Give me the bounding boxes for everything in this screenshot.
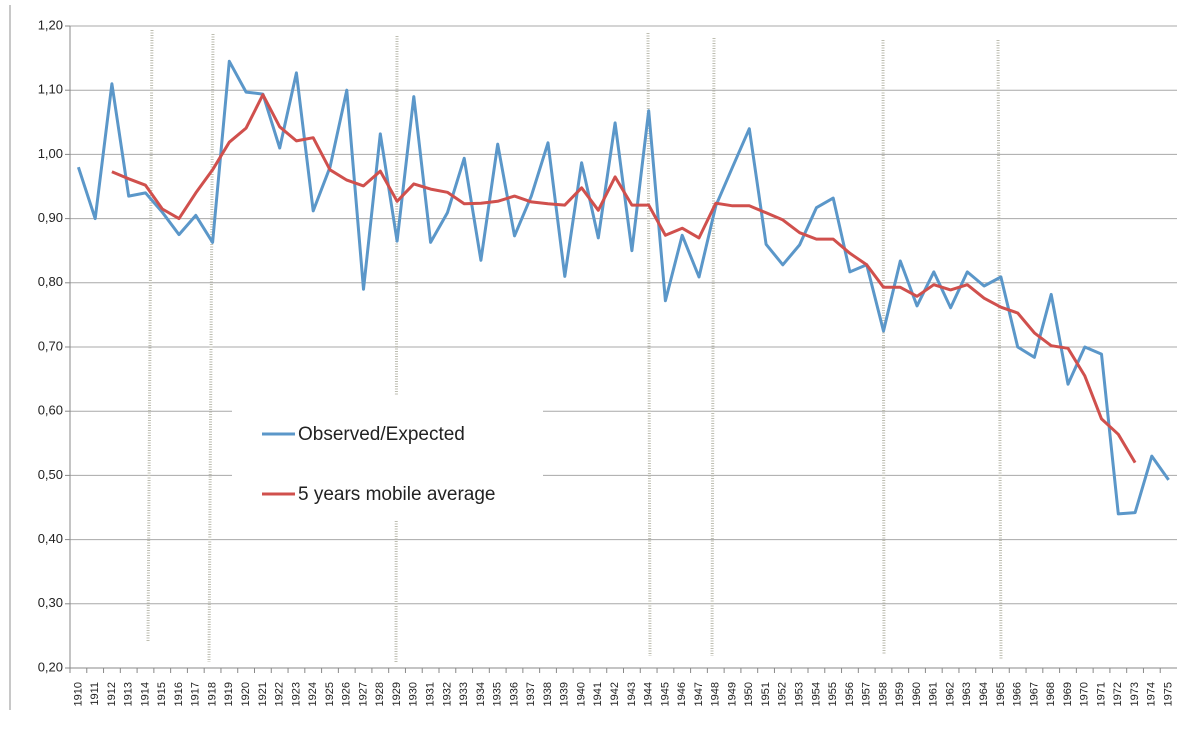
x-tick-label: 1944 [643,682,655,706]
x-tick-label: 1931 [425,682,437,706]
x-tick-label: 1946 [676,682,688,706]
x-tick-label: 1947 [693,682,705,706]
x-tick-label: 1955 [827,682,839,706]
x-tick-label: 1928 [374,682,386,706]
x-tick-label: 1929 [391,682,403,706]
y-tick-label: 0,40 [38,531,63,546]
x-tick-label: 1922 [274,682,286,706]
x-tick-label: 1912 [106,682,118,706]
event-marker [207,33,215,663]
event-marker [394,35,399,663]
y-tick-label: 1,20 [38,17,63,32]
x-tick-label: 1974 [1146,682,1158,706]
x-tick-label: 1932 [441,682,453,706]
x-tick-label: 1938 [542,682,554,706]
legend-label: Observed/Expected [298,424,465,445]
x-tick-label: 1950 [743,682,755,706]
x-tick-label: 1942 [609,682,621,706]
x-tick-label: 1921 [257,682,269,706]
x-tick-label: 1914 [139,682,151,706]
legend-box [232,396,543,521]
y-tick-label: 0,20 [38,659,63,674]
x-tick-label: 1916 [173,682,185,706]
x-tick-label: 1968 [1045,682,1057,706]
x-tick-label: 1935 [492,682,504,706]
event-marker [710,37,716,657]
x-tick-label: 1967 [1028,682,1040,706]
x-tick-label: 1941 [592,682,604,706]
y-tick-label: 0,30 [38,595,63,610]
series-line [111,93,1137,464]
event-marker [996,39,1003,661]
x-tick-label: 1970 [1079,682,1091,706]
x-tick-label: 1960 [911,682,923,706]
x-tick-label: 1933 [458,682,470,706]
x-tick-label: 1918 [206,682,218,706]
x-tick-label: 1952 [777,682,789,706]
x-tick-label: 1949 [726,682,738,706]
x-tick-label: 1959 [894,682,906,706]
x-tick-label: 1937 [525,682,537,706]
x-tick-label: 1964 [978,682,990,706]
x-tick-label: 1966 [1012,682,1024,706]
y-tick-label: 1,10 [38,82,63,97]
x-tick-label: 1957 [861,682,873,706]
x-tick-label: 1925 [324,682,336,706]
x-tick-label: 1961 [928,682,940,706]
y-tick-label: 0,70 [38,338,63,353]
y-tick-label: 0,80 [38,274,63,289]
grid: 0,20 0,30 0,40 0,50 0,60 0,70 0,80 0,90 1,00 1,10… [38,17,1177,706]
x-tick-label: 1939 [559,682,571,706]
x-tick-label: 1926 [341,682,353,706]
series-line [76,59,1170,516]
x-tick-label: 1913 [123,682,135,706]
x-tick-label: 1965 [995,682,1007,706]
x-tick-label: 1943 [626,682,638,706]
event-markers [146,29,1003,663]
x-tick-label: 1958 [877,682,889,706]
y-tick-label: 0,60 [38,403,63,418]
x-tick-label: 1934 [475,682,487,706]
x-tick-label: 1930 [408,682,420,706]
x-tick-label: 1954 [810,682,822,706]
x-tick-label: 1975 [1163,682,1175,706]
plot: Observed/Expected 5 years mobile average [76,59,1170,516]
x-tick-label: 1972 [1112,682,1124,706]
x-tick-label: 1923 [290,682,302,706]
legend-label: 5 years mobile average [298,484,496,505]
x-tick-label: 1917 [190,682,202,706]
x-tick-label: 1920 [240,682,252,706]
x-tick-label: 1936 [508,682,520,706]
x-tick-label: 1915 [156,682,168,706]
x-tick-label: 1911 [89,682,101,706]
x-tick-label: 1948 [710,682,722,706]
x-tick-label: 1963 [961,682,973,706]
event-marker [146,29,154,643]
y-tick-label: 0,90 [38,210,63,225]
x-tick-label: 1969 [1062,682,1074,706]
x-tick-label: 1910 [72,682,84,706]
x-tick-label: 1924 [307,682,319,706]
x-tick-label: 1945 [659,682,671,706]
x-tick-label: 1919 [223,682,235,706]
y-tick-label: 0,50 [38,467,63,482]
x-tick-label: 1973 [1129,682,1141,706]
x-tick-label: 1951 [760,682,772,706]
x-tick-label: 1962 [944,682,956,706]
x-tick-label: 1927 [357,682,369,706]
x-tick-label: 1940 [575,682,587,706]
x-tick-label: 1956 [844,682,856,706]
y-tick-label: 1,00 [38,146,63,161]
x-tick-label: 1953 [794,682,806,706]
x-tick-label: 1971 [1095,682,1107,706]
